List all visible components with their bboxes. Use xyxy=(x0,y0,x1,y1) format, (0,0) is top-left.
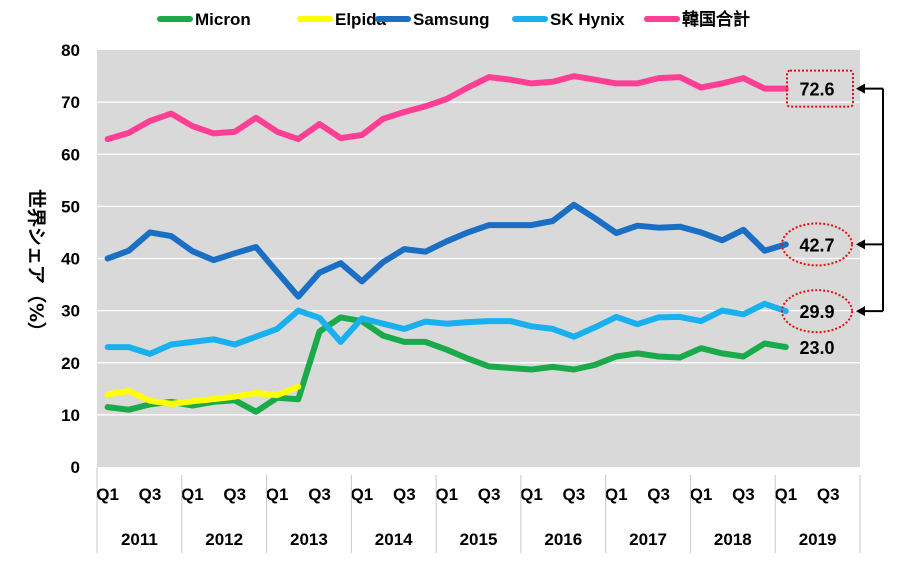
x-year-label: 2013 xyxy=(290,530,328,549)
x-tick-label: Q1 xyxy=(351,485,374,504)
x-axis: Q1 Q3 Q1 Q3 Q1 Q3 Q1 Q3 Q1 Q3 Q1 Q3 Q1 Q3 Q1 Q3 Q1 Q3 2011… xyxy=(96,467,861,553)
series-line xyxy=(104,383,302,407)
y-tick-label: 0 xyxy=(71,458,80,477)
series-lines xyxy=(104,73,789,415)
annotation-circle xyxy=(781,222,853,267)
x-year-label: 2011 xyxy=(121,530,158,549)
legend-label: SK Hynix xyxy=(550,10,625,29)
x-year-label: 2016 xyxy=(544,530,582,549)
x-tick-label: Q3 xyxy=(223,485,246,504)
y-tick-label: 40 xyxy=(61,250,80,269)
annotation-label: 72.6 xyxy=(799,80,834,100)
arrowhead xyxy=(856,306,865,317)
y-tick-label: 20 xyxy=(61,354,80,373)
x-tick-label: Q3 xyxy=(308,485,331,504)
annotation-box xyxy=(786,69,854,108)
y-tick-label: 80 xyxy=(61,41,80,60)
annotations: 72.6 42.7 29.9 23.0 xyxy=(781,69,884,358)
x-year-label: 2014 xyxy=(375,530,413,549)
y-tick-label: 70 xyxy=(61,93,80,112)
x-tick-label: Q3 xyxy=(563,485,586,504)
x-tick-label: Q1 xyxy=(605,485,628,504)
x-tick-label: Q1 xyxy=(266,485,289,504)
annotation-circle xyxy=(781,289,853,334)
x-year-label: 2018 xyxy=(714,530,752,549)
x-year-label: 2019 xyxy=(799,530,837,549)
series-line xyxy=(104,300,789,357)
arrowhead xyxy=(856,83,865,94)
x-tick-label: Q3 xyxy=(817,485,840,504)
y-tick-label: 10 xyxy=(61,406,80,425)
legend-label: Micron xyxy=(195,10,251,29)
arrowhead xyxy=(856,239,865,250)
x-year-label: 2015 xyxy=(460,530,498,549)
legend-label: 韓国合計 xyxy=(682,9,750,29)
y-tick-labels: 0 10 20 30 40 50 60 70 80 xyxy=(61,41,80,477)
x-tick-label: Q1 xyxy=(435,485,458,504)
x-tick-label: Q3 xyxy=(647,485,670,504)
series-line xyxy=(104,73,789,143)
x-tick-label: Q1 xyxy=(181,485,204,504)
x-tick-label: Q1 xyxy=(690,485,713,504)
legend-label: Samsung xyxy=(413,10,490,29)
x-year-label: 2012 xyxy=(205,530,243,549)
annotation-label: 42.7 xyxy=(799,235,834,255)
y-tick-label: 60 xyxy=(61,145,80,164)
x-tick-label: Q1 xyxy=(774,485,797,504)
y-axis-label: 世界シェア（%） xyxy=(25,189,48,341)
annotation-label: 29.9 xyxy=(799,302,834,322)
annotation-label: 23.0 xyxy=(799,338,834,358)
x-tick-label: Q3 xyxy=(478,485,501,504)
y-tick-label: 50 xyxy=(61,197,80,216)
y-tick-label: 30 xyxy=(61,302,80,321)
x-tick-label: Q1 xyxy=(520,485,543,504)
series-line xyxy=(104,201,789,300)
x-tick-label: Q3 xyxy=(732,485,755,504)
legend: Micron Elpida Samsung SK Hynix 韓国合計 xyxy=(157,9,750,29)
x-tick-label: Q3 xyxy=(139,485,162,504)
x-year-label: 2017 xyxy=(629,530,667,549)
legend-label: Elpida xyxy=(335,10,387,29)
x-tick-label: Q3 xyxy=(393,485,416,504)
x-tick-label: Q1 xyxy=(96,485,119,504)
